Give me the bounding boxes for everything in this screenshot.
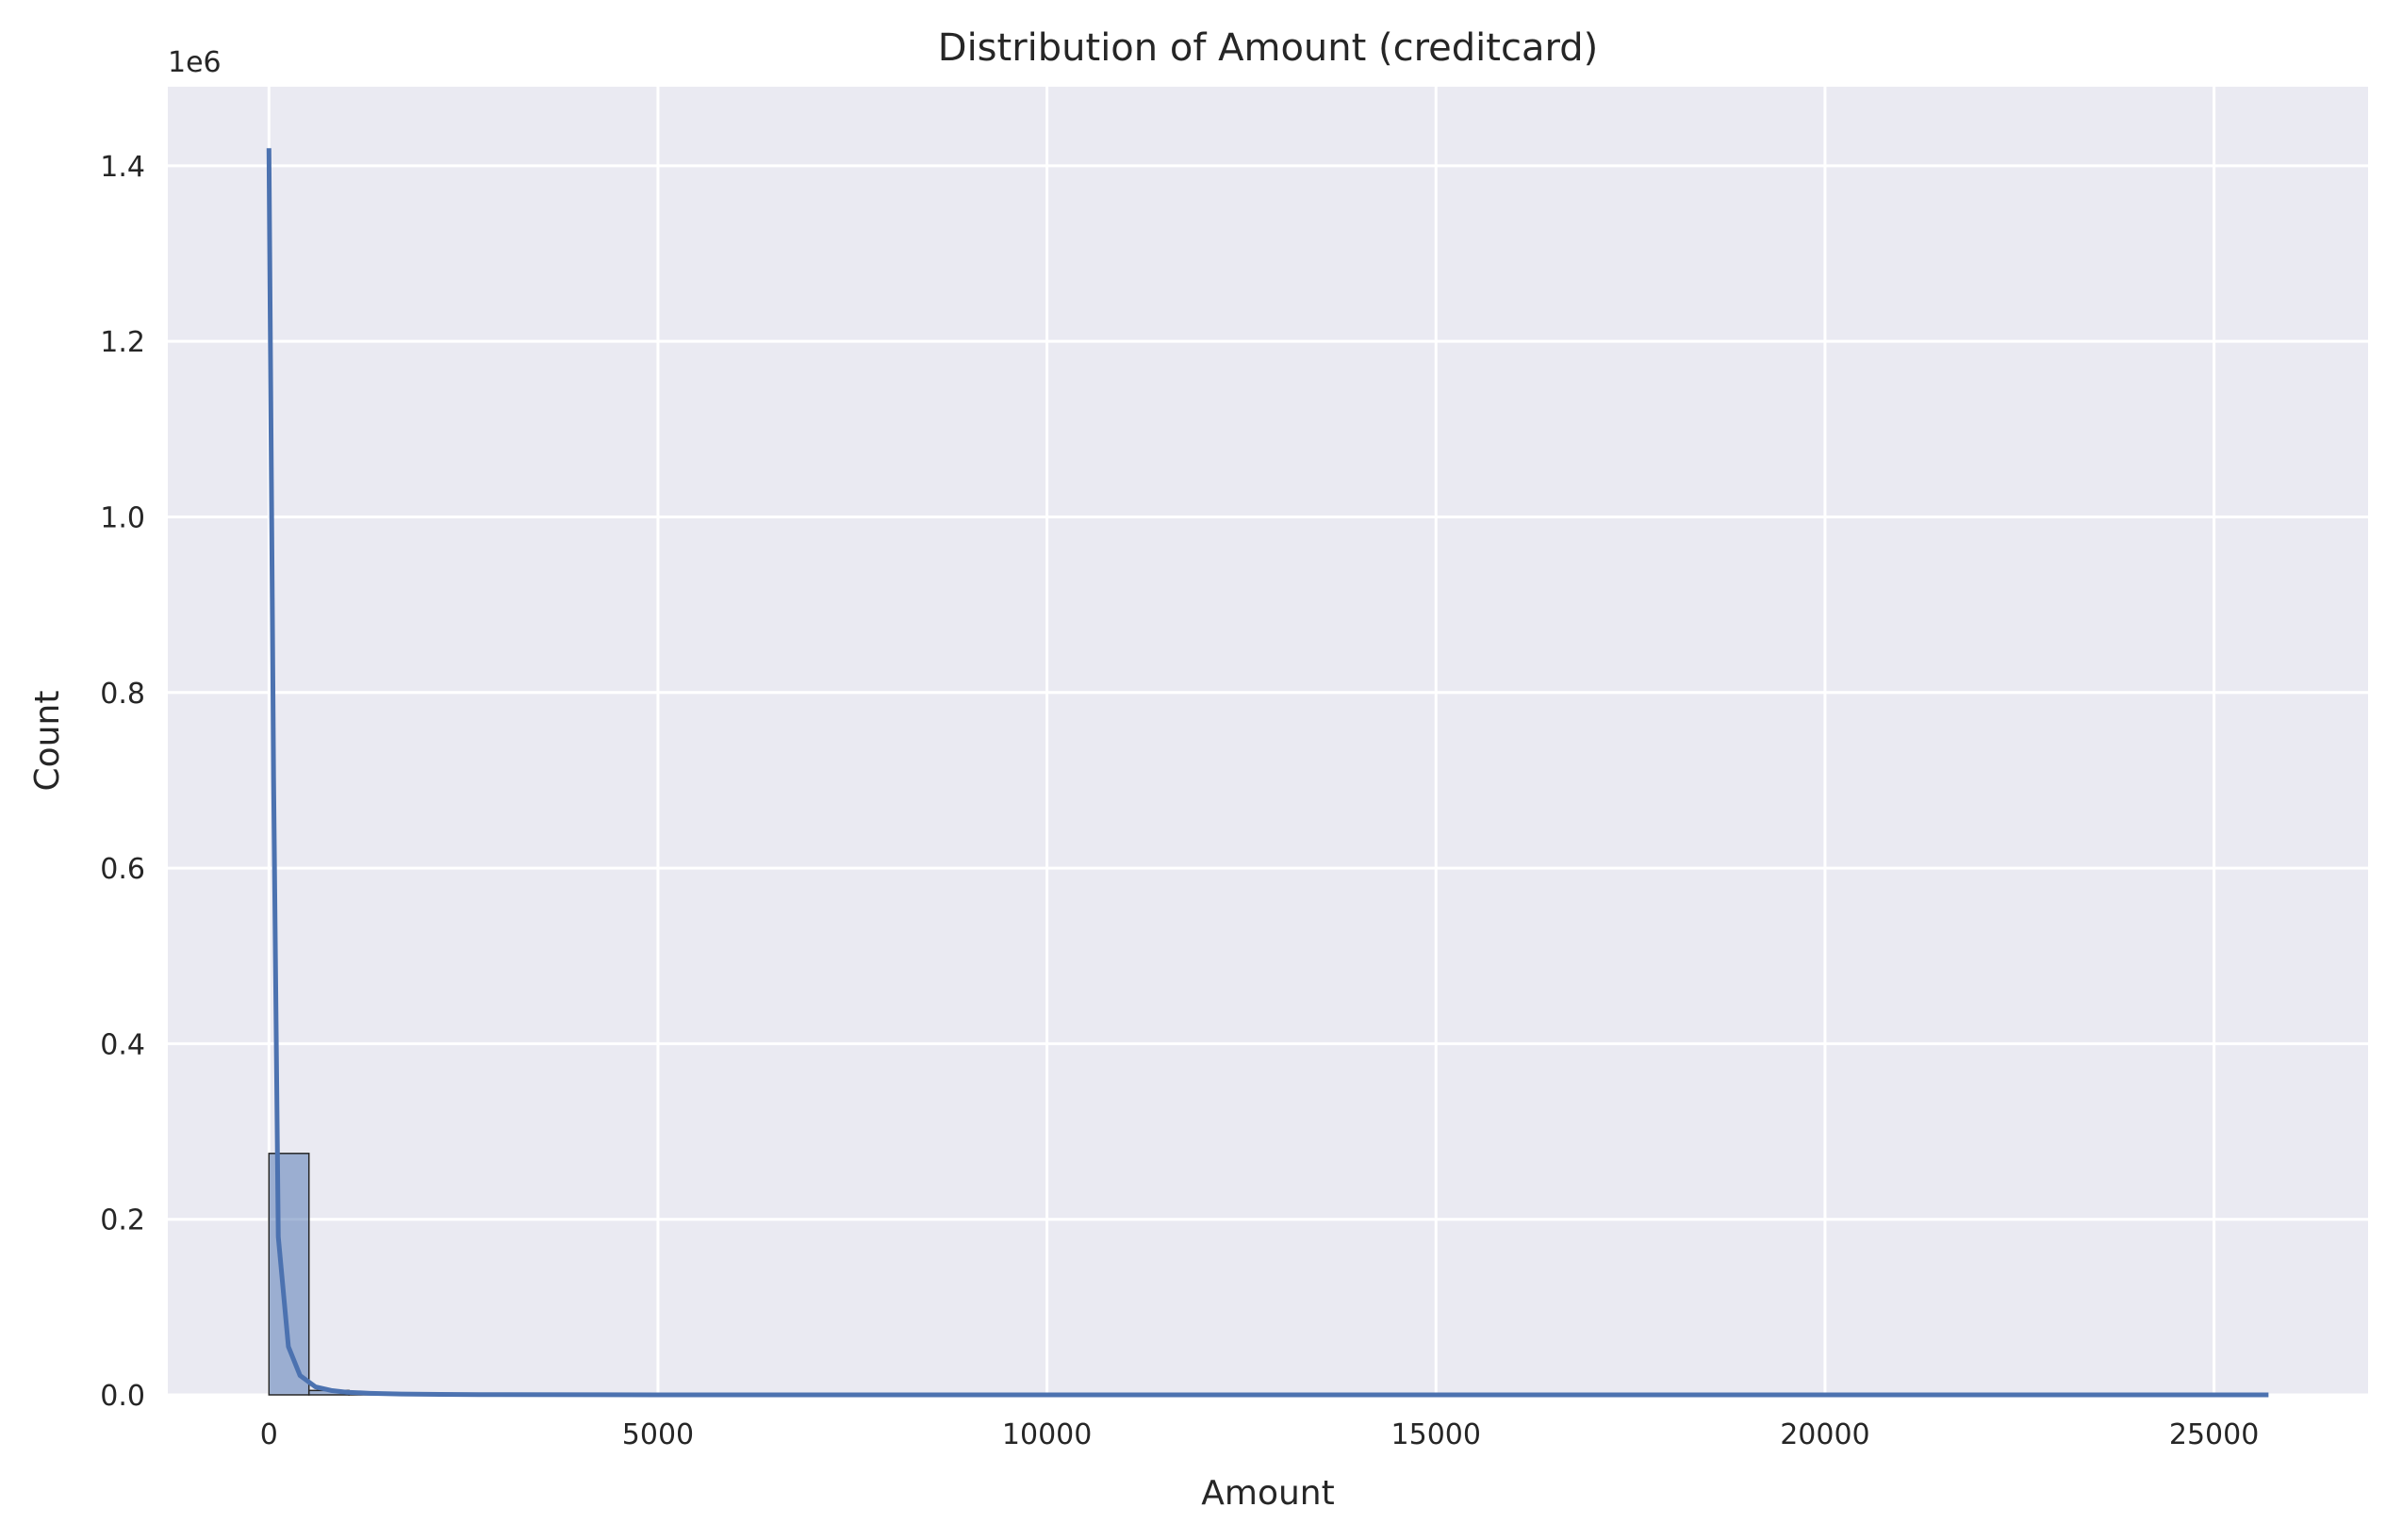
x-axis-label: Amount xyxy=(1201,1474,1334,1513)
y-axis-label: Count xyxy=(28,691,67,792)
kde-curve xyxy=(266,148,2269,1398)
y-tick-label: 0.8 xyxy=(100,678,145,711)
x-axis-ticks: 0 5000 10000 15000 20000 25000 xyxy=(260,1418,2260,1451)
y-tick-label: 1.0 xyxy=(100,501,145,534)
y-tick-label: 0.0 xyxy=(100,1380,145,1413)
y-tick-label: 0.2 xyxy=(100,1204,145,1237)
y-axis-ticks: 0.0 0.2 0.4 0.6 0.8 1.0 1.2 1.4 xyxy=(100,151,145,1413)
x-tick-label: 5000 xyxy=(622,1418,694,1451)
grid-lines xyxy=(168,87,2368,1397)
chart-title: Distribution of Amount (creditcard) xyxy=(938,26,1598,70)
x-tick-label: 15000 xyxy=(1391,1418,1481,1451)
y-tick-label: 1.2 xyxy=(100,326,145,359)
x-tick-label: 25000 xyxy=(2169,1418,2259,1451)
y-tick-label: 0.4 xyxy=(100,1028,145,1061)
y-tick-label: 1.4 xyxy=(100,151,145,184)
y-axis-offset-label: 1e6 xyxy=(168,46,222,79)
x-tick-label: 20000 xyxy=(1780,1418,1869,1451)
plot-background xyxy=(168,87,2368,1395)
y-tick-label: 0.6 xyxy=(100,853,145,886)
x-tick-label: 10000 xyxy=(1002,1418,1092,1451)
histogram-bar xyxy=(268,1153,310,1396)
x-tick-label: 0 xyxy=(260,1418,278,1451)
